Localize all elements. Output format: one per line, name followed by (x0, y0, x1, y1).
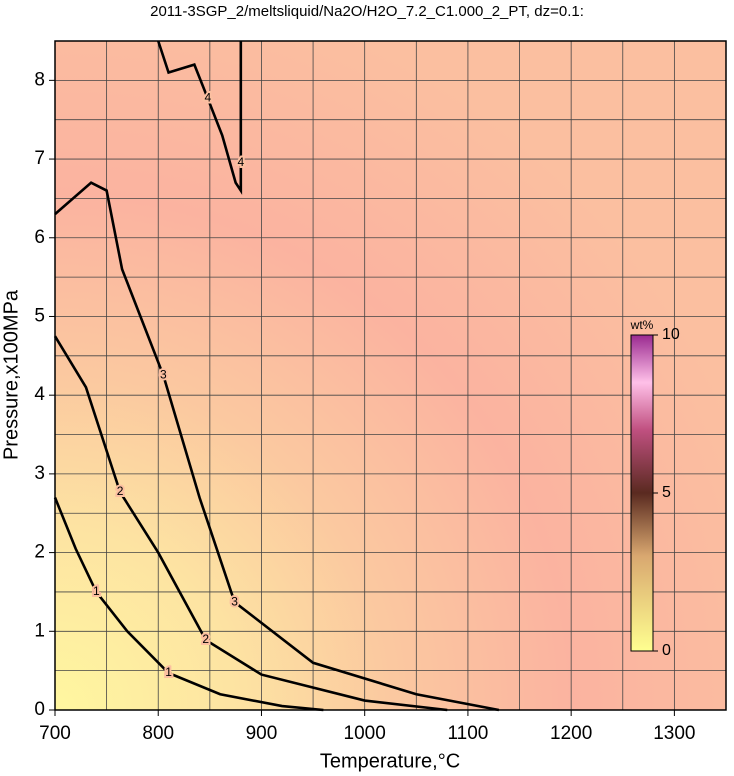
colorbar-tick-label: 10 (662, 326, 680, 343)
y-tick-label: 2 (34, 542, 45, 563)
y-tick-label: 1 (34, 620, 45, 641)
contour-line (53, 335, 448, 712)
y-tick-label: 0 (34, 699, 45, 720)
y-tick-label: 3 (34, 463, 45, 484)
colorbar-tick-label: 0 (662, 642, 671, 659)
contour-label: 3 (160, 368, 167, 382)
contour-line (156, 40, 243, 195)
contour-label: 1 (93, 584, 100, 598)
plot-frame (54, 40, 727, 711)
contour-label: 4 (204, 91, 211, 105)
x-tick-label: 1200 (550, 723, 592, 744)
x-axis-label: Temperature,°C (320, 750, 460, 772)
colorbar (630, 334, 654, 652)
contour-line (53, 497, 324, 712)
contour-label: 3 (231, 594, 238, 608)
y-tick-label: 6 (34, 227, 45, 248)
x-tick-label: 700 (39, 723, 71, 744)
contour-label: 4 (237, 155, 244, 169)
contour-line (54, 181, 500, 712)
contour-label: 2 (202, 632, 209, 646)
y-tick-label: 7 (34, 148, 45, 169)
colorbar-label: wt% (630, 318, 654, 332)
y-tick-label: 8 (34, 69, 45, 90)
x-tick-label: 1100 (447, 723, 488, 744)
plot-background (55, 41, 726, 710)
colorbar-tick-label: 5 (662, 484, 671, 501)
x-tick-label: 1300 (653, 723, 695, 744)
contour-label: 1 (165, 665, 172, 679)
x-tick-label: 1000 (344, 723, 386, 744)
x-tick-label: 900 (246, 723, 278, 744)
y-axis-label: Pressure,x100MPa (0, 289, 22, 460)
x-tick-label: 800 (142, 723, 174, 744)
y-tick-label: 5 (34, 305, 45, 326)
contour-label: 2 (117, 484, 124, 498)
chart-title: 2011-3SGP_2/meltsliquid/Na2O/H2O_7.2_C1.… (150, 3, 584, 20)
y-tick-label: 4 (34, 384, 45, 405)
